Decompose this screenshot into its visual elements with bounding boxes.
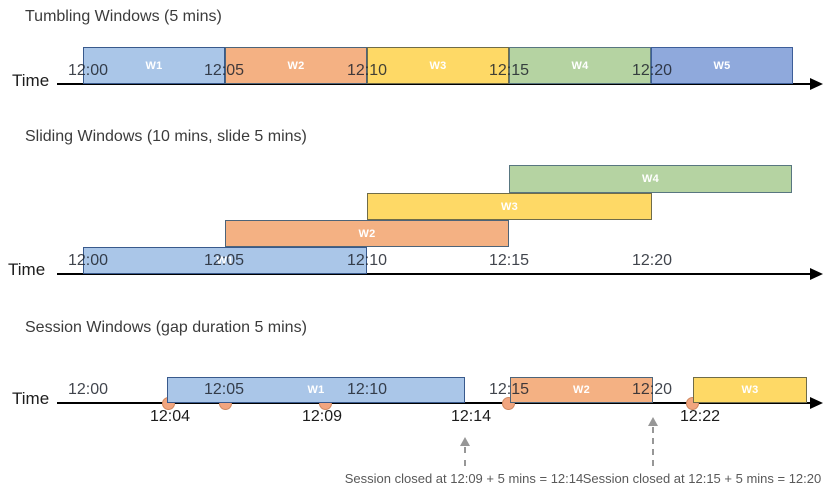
event-time-label: 12:22 bbox=[679, 408, 721, 425]
tumbling-section-title: Tumbling Windows (5 mins) bbox=[25, 8, 222, 25]
time-axis-label-session: Time bbox=[12, 389, 50, 408]
window-label: W2 bbox=[287, 59, 305, 72]
window-box-w1: W1 bbox=[167, 377, 465, 403]
axis-arrowhead-icon bbox=[810, 397, 823, 409]
window-box-w5: W5 bbox=[651, 47, 793, 84]
time-axis-label-tumbling: Time bbox=[12, 71, 50, 90]
window-label: W2 bbox=[572, 384, 591, 396]
tick-label: 12:05 bbox=[203, 62, 245, 79]
window-label: W1 bbox=[307, 384, 325, 396]
tick-label: 12:15 bbox=[488, 252, 530, 269]
tick-label: 12:15 bbox=[488, 381, 530, 398]
window-label: W2 bbox=[358, 227, 376, 240]
session-closed-annotation: Session closed at 12:15 + 5 mins = 12:20 bbox=[582, 471, 822, 486]
tick-label: 12:20 bbox=[631, 381, 673, 398]
tick-label: 12:05 bbox=[203, 252, 245, 269]
dashed-arrow-line bbox=[464, 447, 466, 466]
tick-label: 12:05 bbox=[203, 381, 245, 398]
tick-label: 12:10 bbox=[346, 381, 388, 398]
window-box-w3: W3 bbox=[367, 47, 509, 84]
sliding-section-title: Sliding Windows (10 mins, slide 5 mins) bbox=[25, 128, 307, 145]
event-time-label: 12:14 bbox=[450, 408, 492, 425]
window-box-w3: W3 bbox=[367, 193, 652, 220]
window-label: W5 bbox=[713, 59, 731, 72]
window-box-w2: W2 bbox=[225, 47, 367, 84]
event-time-label: 12:04 bbox=[149, 408, 191, 425]
dashed-up-arrowhead-icon bbox=[648, 417, 658, 426]
session-closed-annotation: Session closed at 12:09 + 5 mins = 12:14 bbox=[344, 471, 584, 486]
axis-arrowhead-icon bbox=[810, 78, 823, 90]
window-label: W4 bbox=[571, 59, 589, 72]
tick-label: 12:00 bbox=[67, 62, 109, 79]
dashed-up-arrowhead-icon bbox=[460, 437, 470, 446]
dashed-arrow-line bbox=[652, 427, 654, 466]
window-label: W1 bbox=[216, 254, 234, 267]
window-box-w4: W4 bbox=[509, 165, 792, 193]
time-axis-line-sliding bbox=[57, 273, 811, 275]
window-box-w2: W2 bbox=[225, 220, 509, 247]
tick-label: 12:20 bbox=[631, 252, 673, 269]
time-axis-line-tumbling bbox=[57, 83, 811, 85]
time-axis-line-session bbox=[57, 402, 811, 404]
window-box-w4: W4 bbox=[509, 47, 651, 84]
axis-arrowhead-icon bbox=[810, 268, 823, 280]
tick-label: 12:00 bbox=[67, 252, 109, 269]
window-label: W3 bbox=[741, 384, 759, 396]
window-label: W3 bbox=[429, 59, 447, 72]
window-label: W4 bbox=[641, 173, 660, 185]
tick-label: 12:15 bbox=[488, 62, 530, 79]
tick-label: 12:10 bbox=[346, 62, 388, 79]
window-label: W1 bbox=[145, 59, 163, 72]
window-box-w1: W1 bbox=[83, 247, 367, 274]
event-time-label: 12:09 bbox=[301, 408, 343, 425]
window-box-w2: W2 bbox=[510, 377, 653, 403]
tick-label: 12:20 bbox=[631, 62, 673, 79]
tick-label: 12:10 bbox=[346, 252, 388, 269]
session-section-title: Session Windows (gap duration 5 mins) bbox=[25, 319, 307, 336]
window-box-w3: W3 bbox=[693, 377, 807, 403]
window-label: W3 bbox=[500, 200, 519, 213]
window-box-w1: W1 bbox=[83, 47, 225, 84]
tick-label: 12:00 bbox=[67, 381, 109, 398]
time-axis-label-sliding: Time bbox=[8, 260, 46, 279]
